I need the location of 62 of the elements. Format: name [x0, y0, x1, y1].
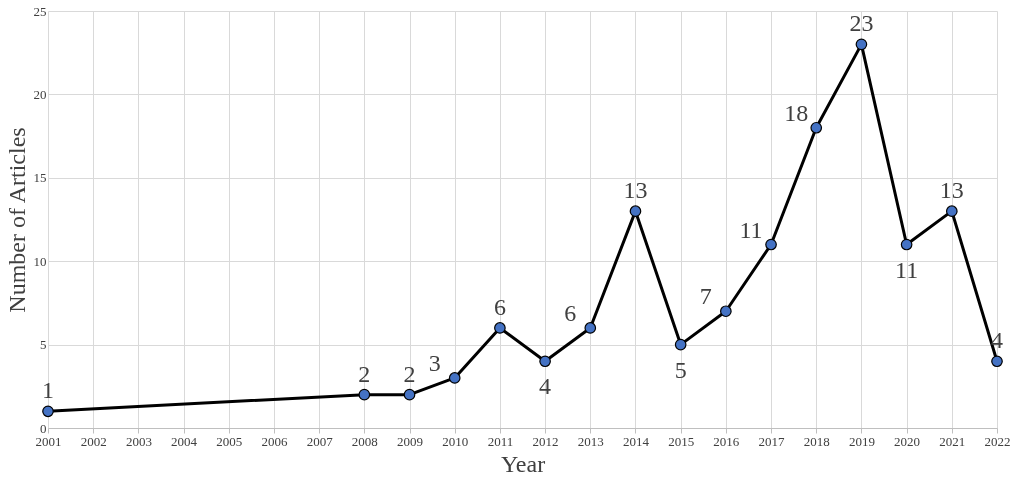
point — [674, 338, 687, 351]
point — [584, 322, 597, 334]
data-label: 4 — [991, 327, 1003, 354]
y-tick-label: 20 — [33, 86, 47, 102]
x-tick-label: 2001 — [35, 433, 62, 449]
y-axis-title: Number of Articles — [3, 127, 30, 313]
point — [900, 238, 913, 251]
data-label: 7 — [699, 283, 712, 310]
x-tick-label: 2021 — [939, 433, 966, 449]
x-tick-label: 2014 — [622, 433, 650, 449]
x-tick-label: 2018 — [803, 433, 830, 449]
x-tick-label: 2008 — [351, 433, 378, 449]
y-tick-label: 10 — [33, 253, 47, 269]
point — [810, 121, 823, 134]
data-label: 3 — [428, 349, 441, 376]
x-tick-label: 2015 — [668, 433, 695, 449]
x-tick-label: 2020 — [894, 433, 921, 449]
y-tick-label: 0 — [40, 420, 47, 436]
point — [42, 405, 54, 418]
data-label: 6 — [564, 299, 577, 326]
point — [765, 238, 777, 251]
data-label: 13 — [939, 177, 964, 204]
x-tick-label: 2004 — [171, 433, 198, 449]
data-label: 1 — [42, 377, 54, 404]
data-label: 6 — [493, 293, 506, 320]
x-tick-label: 2011 — [487, 433, 514, 449]
point — [494, 322, 506, 334]
point — [358, 388, 371, 401]
point — [539, 355, 551, 368]
data-label: 11 — [739, 216, 763, 243]
data-label: 2 — [358, 360, 371, 387]
y-tick-label: 5 — [40, 337, 47, 353]
point — [991, 355, 1003, 368]
x-tick-label: 2022 — [984, 433, 1011, 449]
x-tick-label: 2002 — [80, 433, 107, 449]
data-label: 13 — [623, 177, 648, 204]
x-tick-label: 2005 — [216, 433, 243, 449]
x-tick-label: 2009 — [397, 433, 424, 449]
y-tick-label: 25 — [33, 3, 47, 19]
x-tick-label: 2003 — [125, 433, 152, 449]
x-tick-label: 2012 — [532, 433, 559, 449]
point — [945, 205, 958, 217]
x-tick-label: 2007 — [306, 433, 334, 449]
data-label: 2 — [403, 360, 416, 387]
point — [403, 388, 416, 401]
data-label: 23 — [849, 10, 874, 37]
y-tick-label: 15 — [33, 170, 47, 186]
data-label: 5 — [674, 356, 687, 383]
x-tick-label: 2019 — [848, 433, 875, 449]
x-tick-label: 2006 — [261, 433, 288, 449]
point — [855, 38, 868, 51]
point — [720, 305, 732, 318]
x-tick-label: 2010 — [442, 433, 469, 449]
data-label: 11 — [895, 256, 919, 283]
x-tick-label: 2017 — [758, 433, 786, 449]
x-tick-label: 2016 — [713, 433, 740, 449]
data-label: 4 — [539, 373, 552, 400]
point — [629, 205, 642, 217]
point — [448, 372, 461, 384]
x-tick-label: 2013 — [577, 433, 604, 449]
x-axis-title: Year — [500, 450, 546, 477]
data-label: 18 — [784, 99, 809, 126]
